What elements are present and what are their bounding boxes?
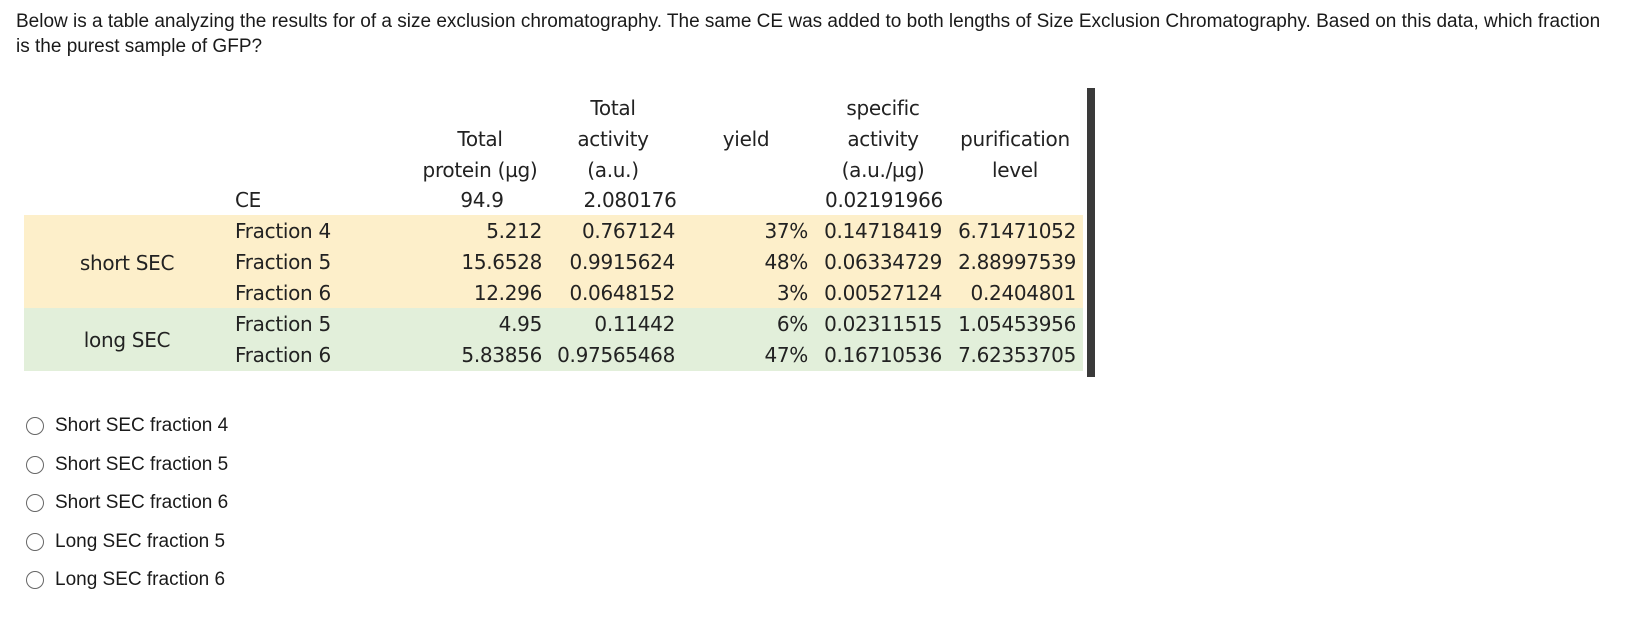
cell-value: 0.767124 (581, 219, 675, 243)
cell-value: 4.95 (498, 312, 543, 336)
group-label: short SEC (79, 250, 175, 275)
cell-value: 0.14718419 (824, 219, 942, 243)
row-label: CE (235, 188, 262, 212)
cell-value: 5.212 (486, 219, 542, 243)
option-label[interactable]: Long SEC fraction 5 (55, 530, 226, 552)
cell-value: 2.080176 (583, 188, 677, 212)
cell-value: 0.00527124 (824, 281, 942, 305)
radio-button[interactable] (26, 571, 44, 589)
cell-value: 47% (764, 343, 808, 367)
cell-value: 12.296 (473, 281, 542, 305)
cell-value: 0.97565468 (557, 343, 675, 367)
cell-value: 0.2404801 (970, 281, 1077, 305)
column-header: (a.u./µg) (841, 158, 925, 182)
row-label: Fraction 5 (235, 250, 331, 274)
cell-value: 0.02191966 (825, 188, 943, 212)
column-header: activity (577, 127, 649, 151)
radio-button[interactable] (26, 532, 44, 551)
cell-value: 0.06334729 (824, 250, 942, 274)
option-label[interactable]: Short SEC fraction 5 (55, 453, 229, 475)
row-label: Fraction 5 (235, 312, 331, 336)
cell-value: 0.11442 (594, 312, 675, 336)
radio-button[interactable] (26, 494, 44, 512)
cell-value: 0.16710536 (824, 343, 942, 367)
long-sec-band (24, 308, 1083, 371)
table-edge (1087, 88, 1095, 377)
cell-value: 0.02311515 (824, 312, 942, 336)
column-header: specific (846, 96, 920, 120)
option-label[interactable]: Long SEC fraction 6 (55, 569, 226, 590)
cell-value: 0.0648152 (569, 281, 676, 305)
column-header: yield (722, 127, 770, 151)
column-header: (a.u.) (587, 158, 639, 182)
option-label[interactable]: Short SEC fraction 4 (55, 415, 229, 436)
radio-button[interactable] (26, 417, 44, 435)
column-header: purification (960, 127, 1070, 151)
row-label: Fraction 4 (235, 219, 331, 243)
cell-value: 2.88997539 (958, 250, 1076, 274)
row-label: Fraction 6 (235, 343, 331, 367)
option-label[interactable]: Short SEC fraction 6 (55, 492, 229, 513)
column-header: activity (847, 127, 919, 151)
row-label: Fraction 6 (235, 281, 331, 305)
group-label: long SEC (83, 328, 171, 352)
column-header: level (991, 158, 1039, 182)
cell-value: 3% (776, 281, 808, 305)
cell-value: 37% (764, 219, 808, 243)
cell-value: 48% (764, 250, 808, 274)
cell-value: 6.71471052 (958, 219, 1076, 243)
cell-value: 94.9 (460, 188, 504, 212)
column-header: Total (457, 127, 503, 151)
cell-value: 15.6528 (461, 250, 542, 274)
short-sec-band (24, 215, 1083, 308)
cell-value: 5.83856 (461, 343, 542, 367)
cell-value: 6% (776, 312, 808, 336)
column-header: protein (µg) (422, 158, 538, 182)
radio-button[interactable] (26, 455, 44, 474)
cell-value: 0.9915624 (569, 250, 676, 274)
cell-value: 1.05453956 (958, 312, 1076, 336)
question-text: Below is a table analyzing the results f… (16, 11, 1601, 57)
cell-value: 7.62353705 (958, 343, 1076, 367)
column-header: Total (590, 96, 636, 120)
